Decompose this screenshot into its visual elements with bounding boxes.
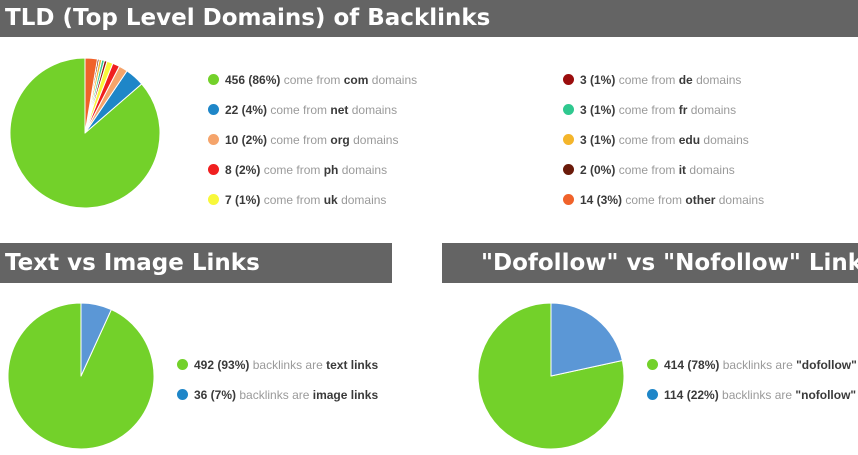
legend-connector: backlinks are xyxy=(722,358,793,372)
text-image-legend-item: 36 (7%) backlinks are image links xyxy=(177,387,378,403)
legend-dot-icon xyxy=(208,104,219,115)
legend-connector: backlinks are xyxy=(239,388,310,402)
text-image-legend: 492 (93%) backlinks are text links 36 (7%… xyxy=(177,357,392,407)
legend-value: 7 (1%) xyxy=(225,193,261,207)
tld-legend-item: 3 (1%) come from de domains xyxy=(563,72,741,88)
legend-name: uk xyxy=(323,193,338,207)
legend-suffix: domains xyxy=(696,73,742,87)
legend-connector: come from xyxy=(625,193,683,207)
legend-name: fr xyxy=(678,103,688,117)
text-image-legend-item: 492 (93%) backlinks are text links xyxy=(177,357,378,373)
legend-name: text links xyxy=(326,358,379,372)
legend-dot-icon xyxy=(563,74,574,85)
legend-suffix: domains xyxy=(353,133,399,147)
legend-connector: come from xyxy=(283,73,341,87)
legend-value: 3 (1%) xyxy=(580,133,616,147)
legend-dot-icon xyxy=(563,104,574,115)
legend-suffix: domains xyxy=(703,133,749,147)
legend-connector: backlinks are xyxy=(722,388,793,402)
follow-legend-item: 414 (78%) backlinks are "dofollow" xyxy=(647,357,857,373)
legend-dot-icon xyxy=(563,194,574,205)
tld-legend-item: 14 (3%) come from other domains xyxy=(563,192,764,208)
tld-legend-item: 3 (1%) come from fr domains xyxy=(563,102,736,118)
legend-connector: come from xyxy=(270,133,328,147)
legend-value: 8 (2%) xyxy=(225,163,261,177)
legend-dot-icon xyxy=(647,359,658,370)
legend-value: 10 (2%) xyxy=(225,133,268,147)
follow-pie-chart xyxy=(477,302,625,450)
legend-suffix: domains xyxy=(371,73,418,87)
legend-connector: come from xyxy=(618,103,676,117)
legend-dot-icon xyxy=(208,164,219,175)
legend-dot-icon xyxy=(208,74,219,85)
tld-legend-item: 7 (1%) come from uk domains xyxy=(208,192,386,208)
legend-value: 456 (86%) xyxy=(225,73,281,87)
text-image-slice-image-links xyxy=(80,302,112,377)
tld-slice-other xyxy=(84,57,98,134)
legend-connector: come from xyxy=(263,193,321,207)
legend-connector: come from xyxy=(618,133,676,147)
tld-legend-item: 2 (0%) come from it domains xyxy=(563,162,735,178)
legend-dot-icon xyxy=(563,164,574,175)
legend-dot-icon xyxy=(208,194,219,205)
legend-value: 3 (1%) xyxy=(580,73,616,87)
legend-value: 414 (78%) xyxy=(664,358,720,372)
legend-dot-icon xyxy=(177,389,188,400)
legend-dot-icon xyxy=(208,134,219,145)
legend-dot-icon xyxy=(177,359,188,370)
tld-section-title: TLD (Top Level Domains) of Backlinks xyxy=(0,0,858,37)
text-image-pie-chart xyxy=(7,302,155,450)
legend-value: 492 (93%) xyxy=(194,358,250,372)
legend-suffix: domains xyxy=(689,163,735,177)
text-image-section-title: Text vs Image Links xyxy=(0,243,392,283)
legend-name: it xyxy=(678,163,687,177)
legend-dot-icon xyxy=(647,389,658,400)
follow-legend: 414 (78%) backlinks are "dofollow" 114 (2… xyxy=(647,357,858,407)
follow-legend-item: 114 (22%) backlinks are "nofollow" xyxy=(647,387,856,403)
legend-name: de xyxy=(678,73,693,87)
tld-pie-chart xyxy=(9,57,161,209)
legend-value: 3 (1%) xyxy=(580,103,616,117)
legend-name: other xyxy=(685,193,716,207)
legend-suffix: domains xyxy=(351,103,398,117)
legend-connector: come from xyxy=(263,163,321,177)
follow-slice-nofollow xyxy=(550,302,623,377)
legend-connector: come from xyxy=(270,103,328,117)
legend-value: 14 (3%) xyxy=(580,193,623,207)
tld-legend: 456 (86%) come from com domains 22 (4%) c… xyxy=(208,72,848,212)
legend-value: 22 (4%) xyxy=(225,103,268,117)
legend-suffix: domains xyxy=(718,193,765,207)
legend-name: edu xyxy=(678,133,701,147)
follow-section-title: "Dofollow" vs "Nofollow" Links xyxy=(442,243,858,283)
legend-connector: backlinks are xyxy=(252,358,323,372)
legend-dot-icon xyxy=(563,134,574,145)
tld-legend-item: 456 (86%) come from com domains xyxy=(208,72,417,88)
legend-name: org xyxy=(330,133,350,147)
legend-value: 36 (7%) xyxy=(194,388,237,402)
tld-legend-item: 10 (2%) come from org domains xyxy=(208,132,398,148)
legend-name: "dofollow" xyxy=(796,358,857,372)
tld-legend-item: 22 (4%) come from net domains xyxy=(208,102,397,118)
legend-connector: come from xyxy=(618,163,676,177)
legend-value: 114 (22%) xyxy=(664,388,719,402)
follow-slice-dofollow xyxy=(477,302,625,450)
legend-suffix: domains xyxy=(341,163,388,177)
tld-legend-item: 8 (2%) come from ph domains xyxy=(208,162,387,178)
legend-value: 2 (0%) xyxy=(580,163,616,177)
legend-suffix: domains xyxy=(690,103,737,117)
legend-name: "nofollow" xyxy=(795,388,857,402)
tld-legend-item: 3 (1%) come from edu domains xyxy=(563,132,749,148)
legend-connector: come from xyxy=(618,73,676,87)
legend-name: ph xyxy=(323,163,339,177)
legend-name: com xyxy=(343,73,369,87)
legend-suffix: domains xyxy=(341,193,387,207)
legend-name: net xyxy=(330,103,349,117)
legend-name: image links xyxy=(312,388,379,402)
